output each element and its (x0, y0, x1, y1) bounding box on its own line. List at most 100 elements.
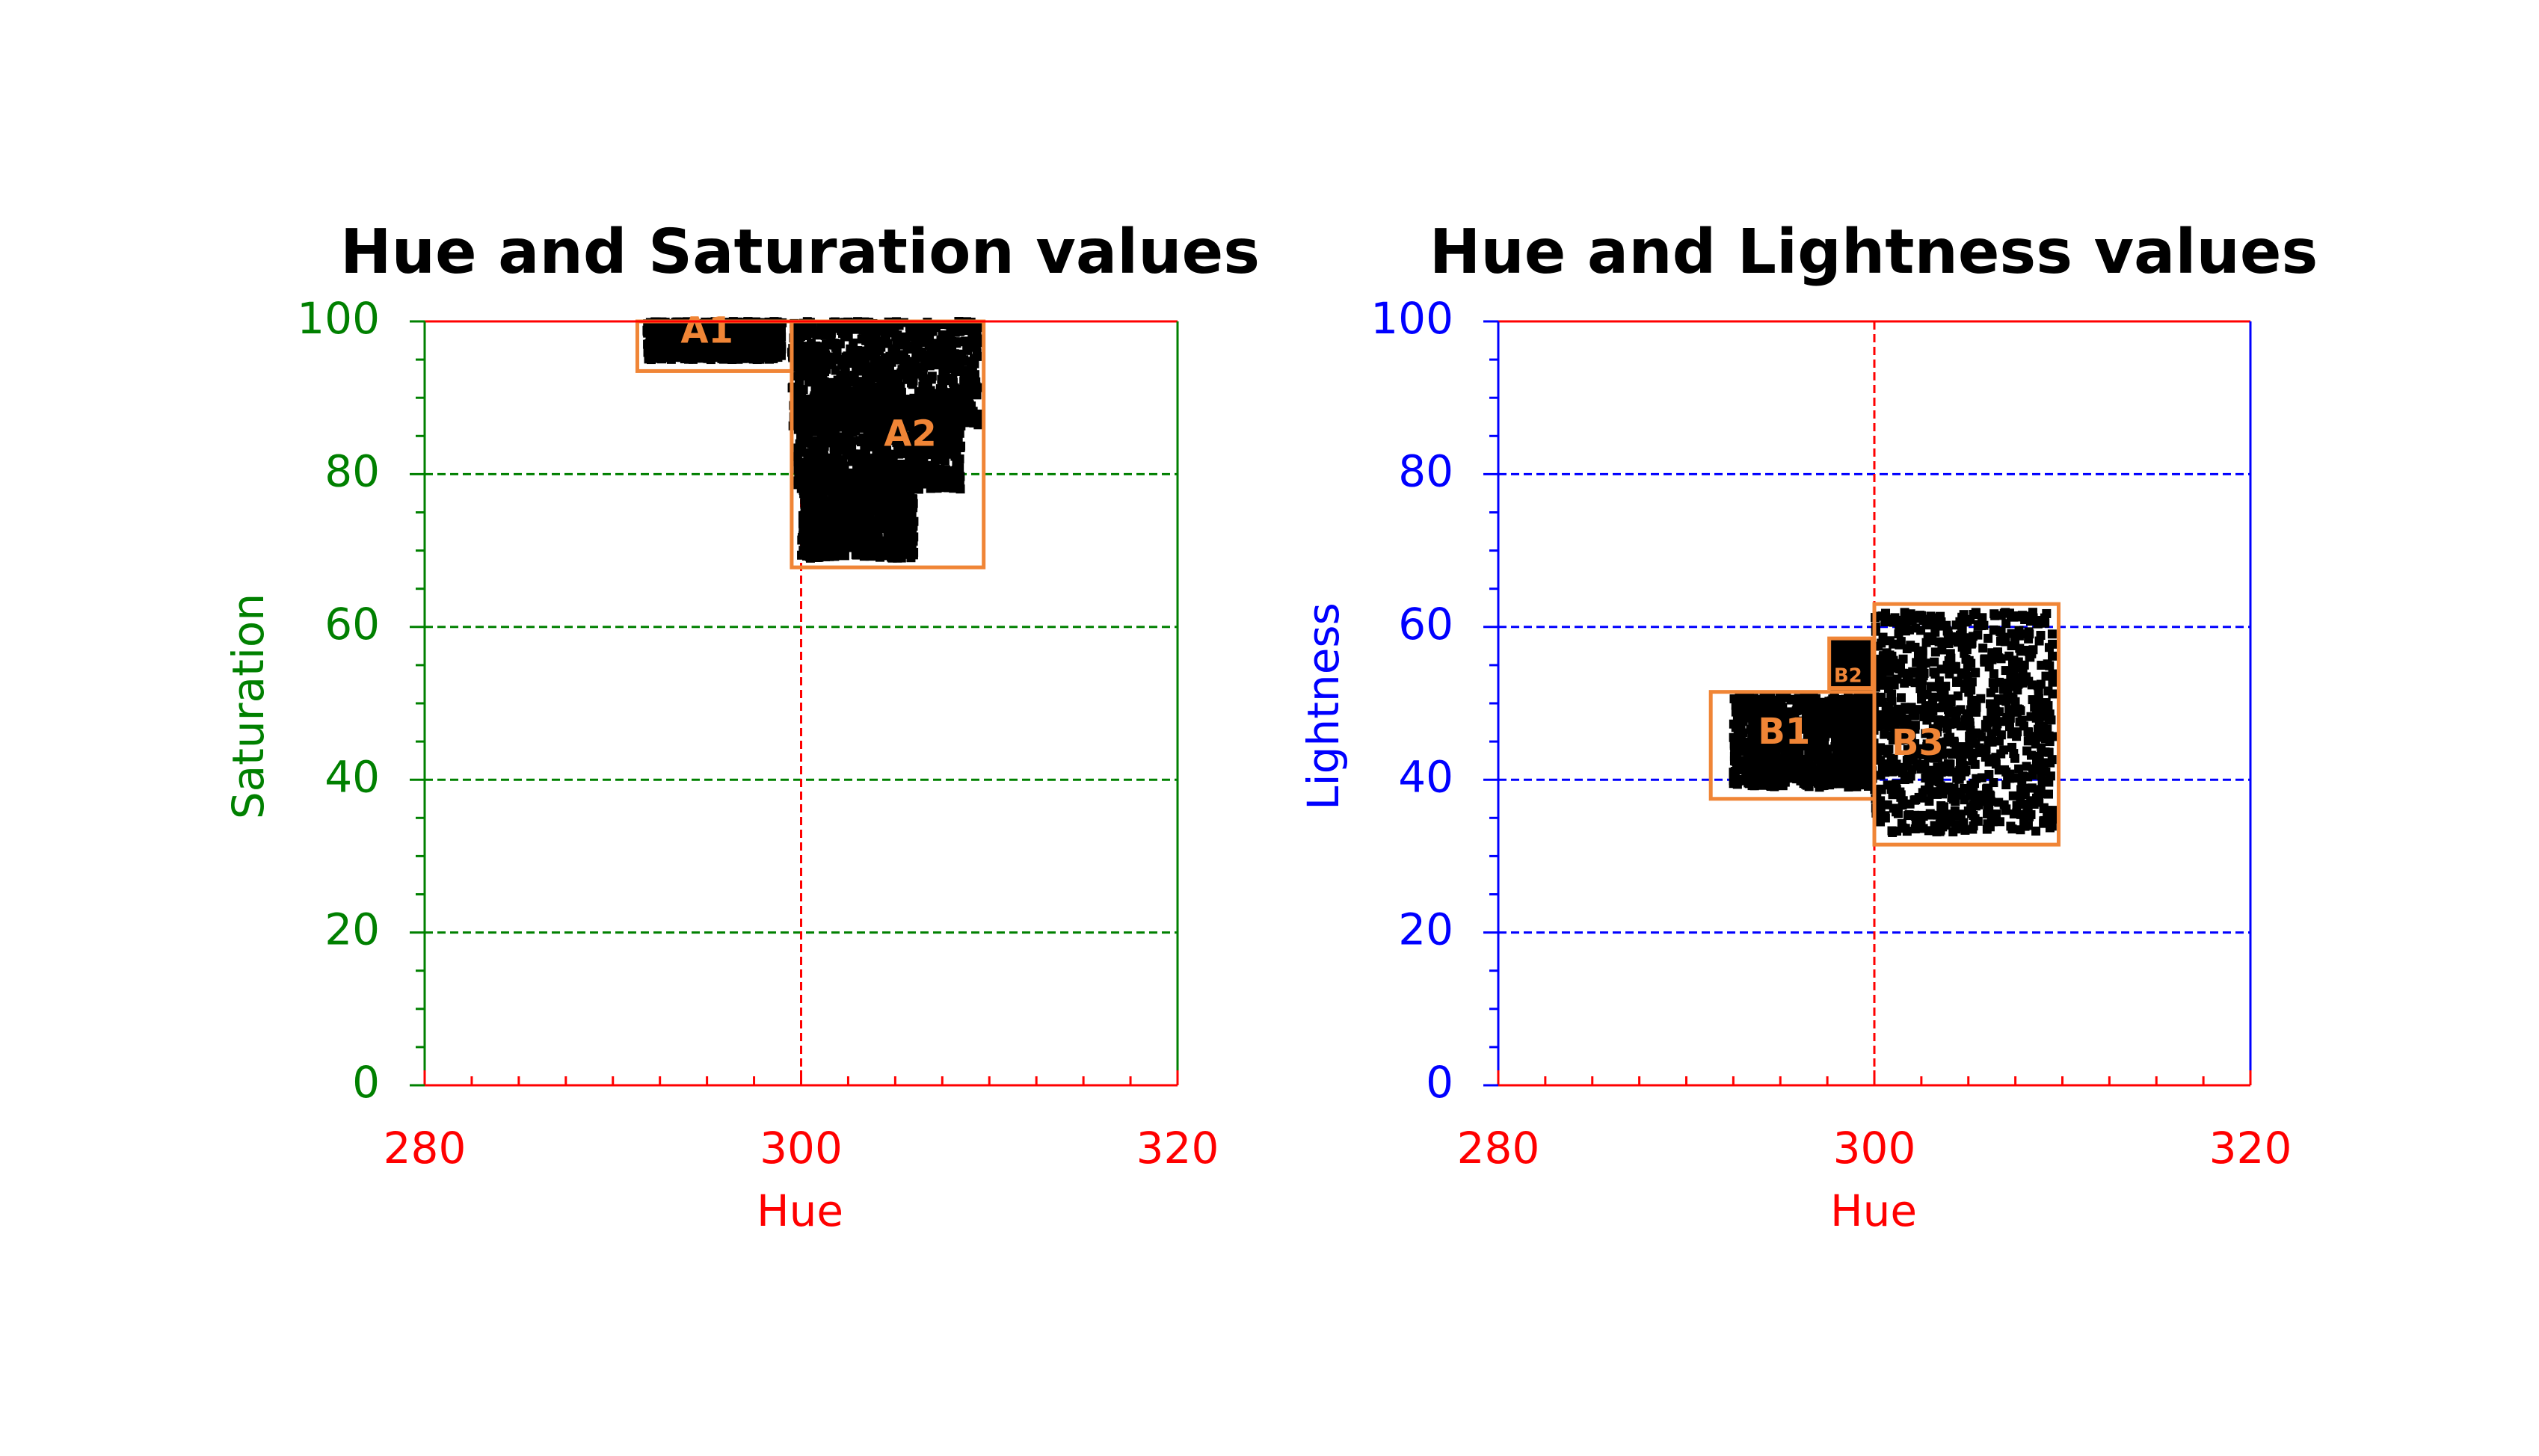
scatter-point (842, 428, 852, 438)
scatter-point (723, 322, 733, 332)
scatter-point (714, 322, 724, 332)
y-tick-label: 0 (352, 1057, 380, 1108)
scatter-point (811, 383, 821, 393)
scatter-point (846, 409, 856, 419)
scatter-point (864, 510, 874, 519)
scatter-point (798, 510, 807, 520)
scatter-point (816, 494, 825, 504)
scatter-point (820, 330, 830, 340)
scatter-point (1790, 771, 1800, 780)
scatter-point (893, 339, 902, 349)
scatter-point (923, 377, 933, 387)
y-tick-label: 20 (324, 904, 380, 955)
scatter-point (861, 374, 871, 383)
scatter-point (923, 469, 933, 478)
scatter-point (856, 450, 866, 460)
scatter-point (1773, 753, 1782, 763)
scatter-point (807, 354, 816, 363)
scatter-point (834, 408, 843, 418)
scatter-point (794, 413, 804, 423)
scatter-point (800, 502, 810, 511)
scatter-point (963, 345, 973, 355)
scatter-point (821, 552, 831, 561)
scatter-point (803, 549, 813, 559)
scatter-point (922, 338, 932, 348)
scatter-point (865, 427, 875, 437)
scatter-point (864, 442, 873, 451)
scatter-point (1735, 708, 1745, 718)
scatter-point (1803, 759, 1813, 769)
scatter-point (896, 479, 905, 489)
scatter-point (830, 397, 840, 407)
scatter-point (836, 534, 846, 543)
scatter-point (1755, 778, 1765, 788)
scatter-point (1838, 744, 1847, 753)
scatter-point (940, 428, 950, 437)
scatter-point (821, 519, 831, 529)
scatter-point (879, 362, 889, 371)
scatter-point (1741, 697, 1750, 706)
scatter-point (699, 348, 709, 357)
scatter-point (866, 529, 875, 539)
scatter-point (808, 528, 818, 538)
y-tick-label: 80 (324, 446, 380, 497)
scatter-point (847, 377, 857, 386)
scatter-point (864, 381, 874, 391)
scatter-point (773, 336, 783, 346)
scatter-point (846, 530, 855, 540)
scatter-point (819, 462, 828, 472)
scatter-point (748, 354, 758, 364)
scatter-point (1832, 710, 1841, 720)
region-label-a1: A1 (680, 309, 733, 351)
scatter-point (665, 324, 675, 334)
scatter-point (861, 477, 871, 487)
scatter-point (973, 338, 983, 348)
scatter-point (690, 351, 700, 360)
scatter-point (882, 520, 892, 530)
y-axis-label: Saturation (223, 593, 274, 819)
scatter-point (805, 408, 815, 418)
scatter-point (1748, 710, 1758, 720)
region-label-a2: A2 (884, 413, 937, 454)
scatter-point (1854, 711, 1864, 721)
scatter-point (907, 545, 917, 555)
scatter-point (798, 531, 808, 540)
scatter-point (860, 400, 870, 410)
scatter-point (950, 451, 960, 461)
scatter-point (1744, 779, 1754, 789)
scatter-point (895, 549, 905, 558)
scatter-point (948, 377, 958, 387)
scatter-point (1750, 760, 1760, 770)
scatter-point (816, 345, 825, 354)
scatter-point (870, 359, 879, 368)
scatter-point (1736, 724, 1746, 734)
scatter-point (1754, 700, 1764, 710)
scatter-point (841, 472, 851, 481)
scatter-point (764, 337, 774, 347)
scatter-point (902, 524, 911, 534)
scatter-point (827, 500, 837, 510)
scatter-point (1814, 778, 1824, 788)
scatter-point (1766, 694, 1776, 703)
scatter-point (1812, 721, 1822, 731)
scatter-point (675, 326, 685, 336)
scatter-point (798, 385, 808, 395)
scatter-point (911, 366, 921, 376)
scatter-point (648, 348, 658, 357)
scatter-point (897, 532, 907, 542)
scatter-point (820, 367, 830, 377)
scatter-point (828, 377, 838, 387)
scatter-point (891, 522, 901, 531)
scatter-point (973, 417, 982, 427)
scatter-point (841, 443, 851, 453)
scatter-point (874, 521, 884, 531)
scatter-point (894, 389, 904, 398)
scatter-point (849, 346, 859, 356)
scatter-point (937, 409, 947, 419)
scatter-point (950, 327, 959, 336)
scatter-point (810, 517, 819, 527)
scatter-point (818, 403, 828, 413)
scatter-point (890, 351, 900, 361)
scatter-point (722, 347, 732, 357)
